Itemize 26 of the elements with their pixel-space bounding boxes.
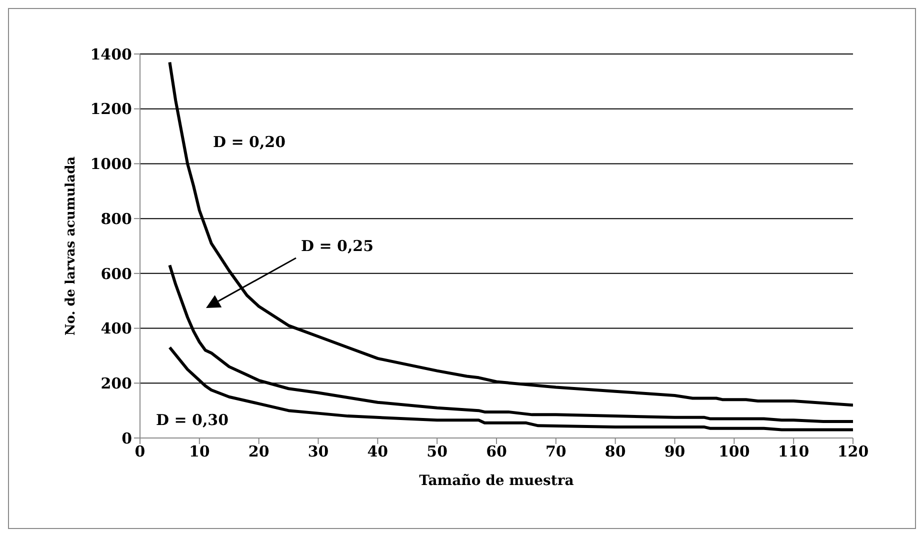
x-tick-label: 30 (308, 442, 329, 461)
y-tick-label: 800 (100, 210, 132, 228)
x-tick-label: 20 (248, 442, 270, 461)
annotation: D = 0,30 (156, 411, 229, 429)
x-tick-label: 90 (664, 442, 686, 461)
x-axis-title: Tamaño de muestra (419, 473, 574, 489)
y-tick-label: 200 (100, 374, 132, 392)
x-tick-label: 70 (545, 442, 566, 461)
x-tick-label: 10 (188, 442, 210, 461)
y-axis-title: No. de larvas acumulada (64, 156, 79, 336)
x-tick-label: 80 (604, 442, 626, 461)
y-tick-label: 1200 (90, 100, 132, 118)
x-tick-label: 60 (486, 442, 507, 461)
x-tick-label: 50 (426, 442, 448, 461)
y-tick-label: 1000 (90, 155, 132, 174)
x-tick-label: 40 (367, 442, 388, 461)
x-tick-label: 110 (778, 442, 810, 461)
y-tick-label: 400 (100, 320, 132, 338)
y-tick-label: 0 (122, 429, 132, 448)
x-tick-label: 100 (718, 442, 750, 461)
x-tick-label: 120 (837, 442, 869, 461)
annotation: D = 0,20 (213, 133, 286, 151)
y-tick-label: 600 (100, 264, 132, 283)
y-tick-label: 1400 (90, 45, 132, 64)
x-tick-label: 0 (134, 442, 146, 461)
annotation: D = 0,25 (301, 237, 374, 255)
